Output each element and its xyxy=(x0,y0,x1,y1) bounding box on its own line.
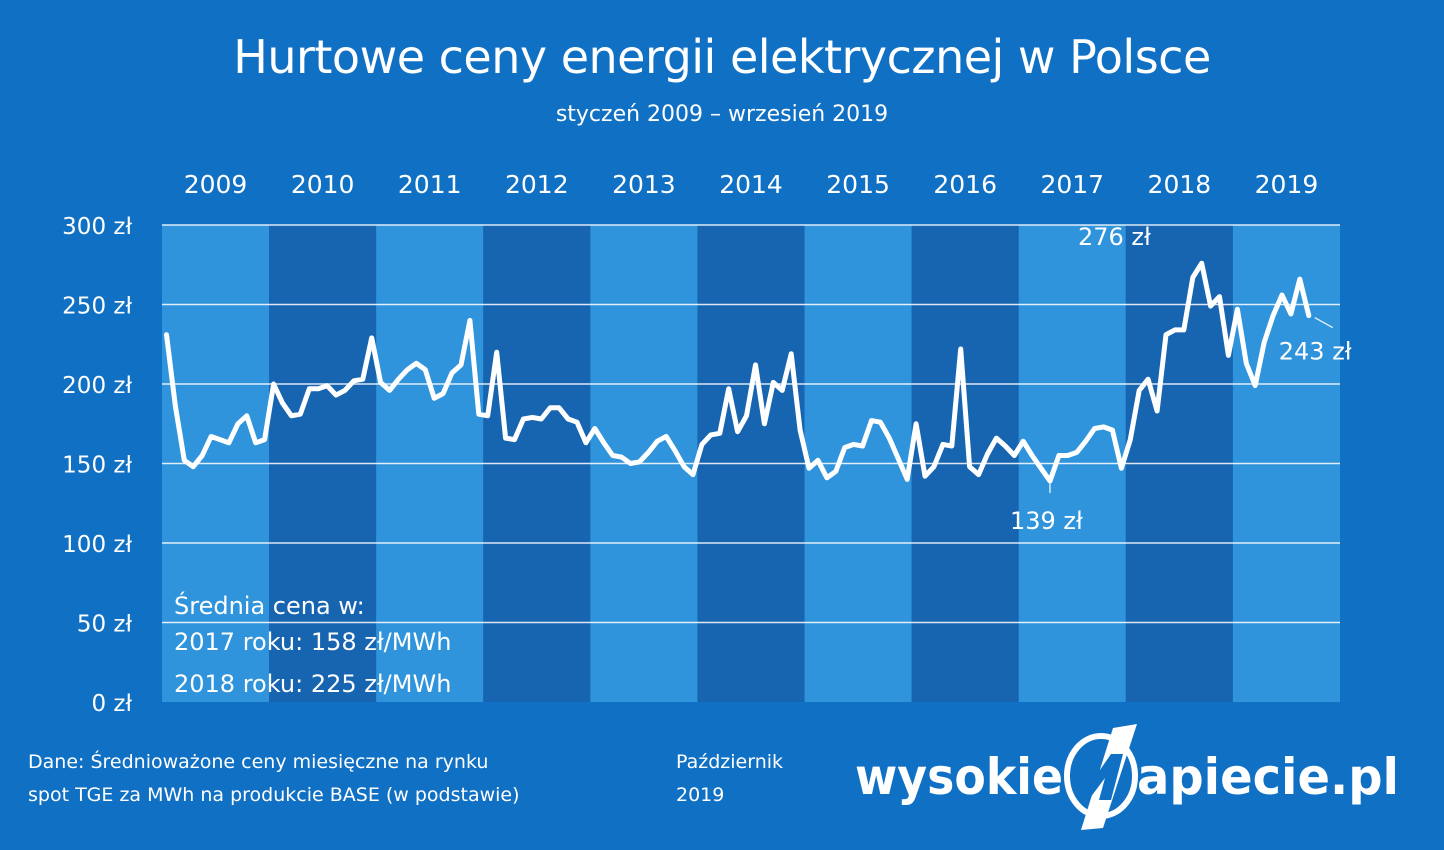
y-tick-label-300: 300 zł xyxy=(62,214,132,240)
year-label-2019: 2019 xyxy=(1255,170,1319,199)
y-tick-label-250: 250 zł xyxy=(62,294,132,320)
logo-text-right: apiecie.pl xyxy=(1137,748,1399,806)
year-label-2014: 2014 xyxy=(719,170,783,199)
chart-title: Hurtowe ceny energii elektrycznej w Pols… xyxy=(233,30,1211,84)
annotation-label: 243 zł xyxy=(1279,338,1352,366)
year-label-2011: 2011 xyxy=(398,170,462,199)
average-note-2017: 2017 roku: 158 zł/MWh xyxy=(174,628,451,656)
source-line-2: spot TGE za MWh na produkcie BASE (w pod… xyxy=(28,784,520,806)
lightning-n-icon xyxy=(1064,724,1138,830)
y-tick-label-0: 0 zł xyxy=(91,691,132,717)
price-line xyxy=(164,260,1312,484)
publication-date: Październik 2019 xyxy=(676,746,783,812)
annotations: 276 zł 139 zł 243 zł xyxy=(1010,223,1352,535)
year-label-2013: 2013 xyxy=(612,170,676,199)
y-tick-label-150: 150 zł xyxy=(62,453,132,479)
average-note-title: Średnia cena w: xyxy=(174,590,365,620)
price-series xyxy=(164,260,1312,484)
annotation-label: 139 zł xyxy=(1010,507,1083,535)
year-label-2009: 2009 xyxy=(184,170,248,199)
data-source-note: Dane: Średnioważone ceny miesięczne na r… xyxy=(28,746,520,812)
y-axis-tick-labels: 0 zł 50 zł 100 zł 150 zł 200 zł 250 zł 300 zł xyxy=(62,214,132,717)
chart-subtitle: styczeń 2009 – wrzesień 2019 xyxy=(555,102,889,127)
annotation-leader xyxy=(1314,316,1334,329)
year-label-2012: 2012 xyxy=(505,170,569,199)
date-line-2: 2019 xyxy=(676,784,725,806)
y-tick-label-200: 200 zł xyxy=(62,373,132,399)
year-label-2010: 2010 xyxy=(291,170,355,199)
year-label-2016: 2016 xyxy=(933,170,997,199)
year-labels: 2009 2010 2011 2012 2013 2014 2015 2016 2017 2018… xyxy=(184,170,1319,199)
date-line-1: Październik xyxy=(676,751,784,773)
y-tick-label-50: 50 zł xyxy=(77,612,133,638)
y-tick-label-100: 100 zł xyxy=(62,532,132,558)
logo-text-left: wysokie xyxy=(855,748,1063,806)
year-label-2015: 2015 xyxy=(826,170,890,199)
year-label-2017: 2017 xyxy=(1040,170,1104,199)
annotation-label: 276 zł xyxy=(1078,223,1151,251)
brand-logo: wysokie apiecie.pl xyxy=(855,724,1399,830)
average-price-note: Średnia cena w: 2017 roku: 158 zł/MWh 20… xyxy=(174,590,451,698)
average-note-2018: 2018 roku: 225 zł/MWh xyxy=(174,670,451,698)
source-line-1: Dane: Średnioważone ceny miesięczne na r… xyxy=(28,751,489,773)
year-label-2018: 2018 xyxy=(1148,170,1212,199)
